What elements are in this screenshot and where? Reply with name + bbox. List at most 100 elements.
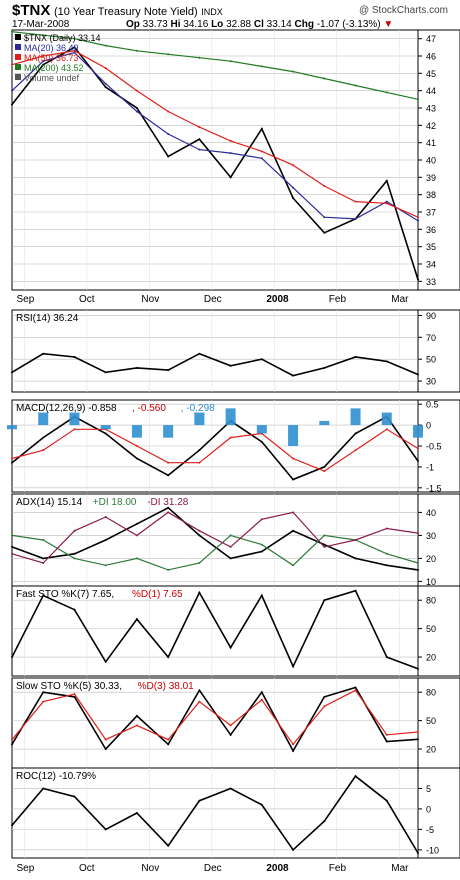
data-point-adx-2-6 — [198, 529, 201, 532]
data-point-rsi-0-6 — [198, 352, 201, 355]
tick-label-adx-3: 40 — [426, 508, 436, 518]
watermark: @ StockCharts.com — [358, 5, 448, 16]
data-point-adx-0-3 — [104, 539, 107, 541]
data-point-macd-0-4 — [135, 457, 138, 460]
data-point-price-3-9 — [292, 70, 295, 73]
tick-label-price-14: 47 — [426, 34, 436, 44]
legend-swatch-price-4 — [15, 74, 21, 80]
legend-label-price-1: MA(20) 36.49 — [24, 43, 79, 53]
data-point-fsto-0-8 — [260, 594, 263, 597]
x-tick-label-1-3: Dec — [204, 863, 222, 874]
data-point-price-1-8 — [260, 157, 263, 160]
data-point-macd-1-13 — [417, 447, 419, 450]
x-tick-label-1-1: Oct — [79, 863, 95, 874]
data-point-price-1-3 — [104, 82, 107, 85]
data-point-roc-0-9 — [292, 848, 295, 851]
tick-label-price-4: 37 — [426, 208, 436, 218]
axis-strip-price — [417, 29, 460, 291]
data-point-price-2-5 — [167, 110, 170, 113]
data-point-macd-1-0 — [11, 457, 13, 460]
axis-strip-macd — [417, 399, 460, 493]
data-point-price-3-1 — [42, 34, 45, 37]
change-value: -1.07 (-3.13%) — [316, 19, 381, 30]
data-point-price-1-12 — [385, 200, 388, 203]
data-point-price-3-10 — [323, 77, 326, 80]
tick-label-macd-1: -1 — [426, 462, 434, 472]
ticker-name: (10 Year Treasury Note Yield) — [53, 6, 198, 18]
data-point-ssto-0-3 — [104, 748, 107, 751]
data-point-price-2-2 — [73, 49, 76, 52]
x-tick-label-1-0: Sep — [16, 863, 34, 874]
data-point-fsto-0-11 — [354, 589, 357, 592]
data-point-price-2-4 — [135, 89, 138, 92]
data-point-price-1-1 — [42, 60, 45, 63]
tick-label-price-1: 34 — [426, 260, 436, 270]
legend-label-ssto-0: Slow STO %K(5) 30.33, — [16, 681, 122, 692]
data-point-price-0-7 — [229, 176, 232, 179]
tick-label-rsi-1: 50 — [426, 355, 436, 365]
data-point-macd-1-5 — [167, 461, 170, 464]
legend-label-macd-0: MACD(12,26,9) -0.858 — [16, 403, 117, 414]
data-point-adx-0-11 — [354, 557, 357, 560]
data-point-price-1-4 — [135, 110, 138, 113]
data-point-adx-0-5 — [167, 506, 170, 509]
data-point-price-3-4 — [135, 49, 138, 52]
series-line-adx-0 — [11, 506, 419, 571]
data-point-price-2-3 — [104, 67, 107, 70]
data-point-price-0-4 — [135, 107, 138, 109]
legend-label-price-0: $TNX (Daily) 33.14 — [24, 33, 101, 43]
tick-label-adx-2: 30 — [426, 531, 436, 541]
tick-label-price-9: 42 — [426, 121, 436, 131]
data-point-roc-0-3 — [104, 828, 107, 831]
data-point-price-2-1 — [42, 55, 45, 57]
data-point-macd-1-10 — [323, 470, 326, 473]
data-point-ssto-0-11 — [354, 686, 357, 689]
tick-label-adx-0: 10 — [426, 577, 436, 587]
axis-strip-roc — [417, 767, 460, 859]
series-line-roc-0 — [11, 775, 419, 854]
data-point-roc-0-12 — [385, 799, 388, 802]
data-point-roc-0-1 — [42, 787, 45, 790]
data-point-rsi-0-11 — [354, 356, 357, 359]
data-point-macd-1-9 — [292, 457, 295, 460]
data-point-fsto-0-3 — [104, 660, 107, 663]
data-point-adx-2-5 — [167, 511, 170, 514]
data-point-macd-0-10 — [323, 465, 326, 468]
data-point-adx-0-13 — [417, 568, 419, 571]
legend-label-fsto-1: %D(1) 7.65 — [132, 589, 183, 600]
series-line-price-2 — [11, 50, 419, 218]
data-point-rsi-0-10 — [323, 366, 326, 369]
data-point-ssto-1-6 — [198, 700, 201, 703]
tick-label-roc-0: -10 — [426, 845, 439, 855]
data-point-ssto-1-4 — [135, 724, 138, 727]
data-point-roc-0-6 — [198, 799, 201, 802]
down-arrow-icon: ▼ — [383, 19, 394, 30]
data-point-fsto-0-4 — [135, 618, 138, 621]
data-point-ssto-0-10 — [323, 695, 326, 698]
data-point-ssto-1-5 — [167, 738, 170, 741]
tick-label-price-5: 38 — [426, 190, 436, 200]
data-point-fsto-0-0 — [11, 656, 13, 659]
tick-label-ssto-2: 80 — [426, 688, 436, 698]
data-point-macd-0-13 — [417, 460, 419, 463]
x-tick-label-0-3: Dec — [204, 294, 222, 305]
legend-label-adx-1: +DI 18.00 — [93, 497, 137, 508]
data-point-adx-2-7 — [229, 545, 232, 548]
x-tick-label-1-4: 2008 — [266, 863, 289, 874]
data-point-price-0-12 — [385, 179, 388, 182]
data-point-adx-2-2 — [73, 529, 76, 532]
macd-hist-bar-4 — [131, 425, 142, 438]
data-point-price-2-10 — [323, 185, 326, 187]
data-point-roc-0-7 — [229, 787, 232, 790]
legend-label-price-4: Volume undef — [24, 73, 80, 83]
x-tick-label-1-2: Nov — [141, 863, 159, 874]
legend-swatch-price-1 — [15, 44, 21, 50]
series-line-macd-1 — [11, 428, 419, 472]
data-point-ssto-1-7 — [229, 724, 232, 727]
data-point-price-1-2 — [73, 51, 76, 54]
data-point-adx-0-0 — [11, 545, 13, 548]
legend-swatch-price-0 — [15, 34, 21, 40]
data-point-ssto-0-2 — [73, 695, 76, 698]
data-point-adx-0-9 — [292, 529, 295, 532]
